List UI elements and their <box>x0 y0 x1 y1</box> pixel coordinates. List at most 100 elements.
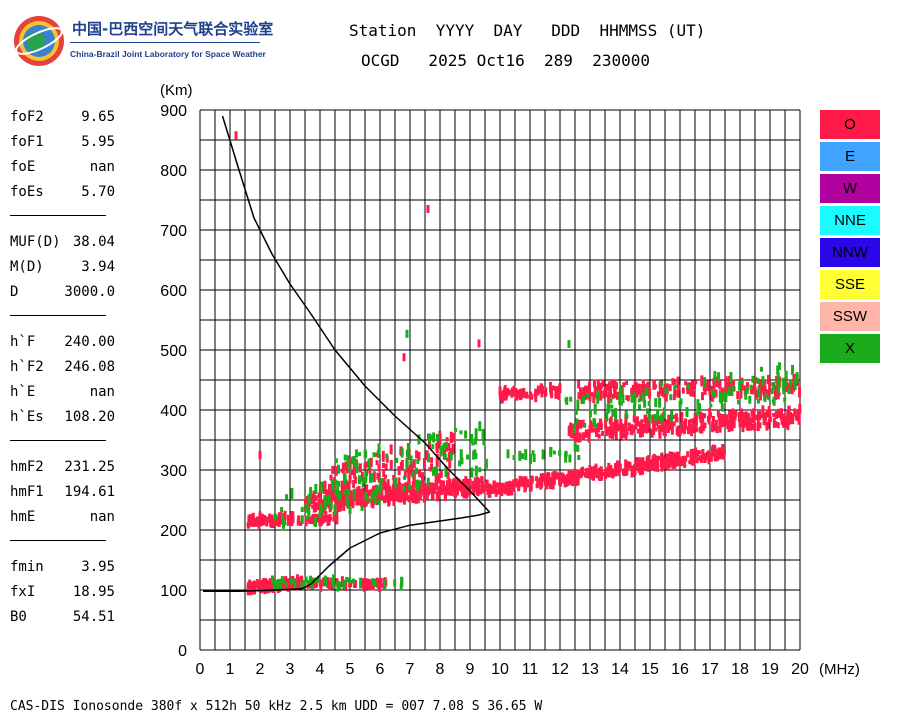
echo-point <box>512 385 516 397</box>
echo-point <box>338 581 342 590</box>
echo-point <box>432 432 436 443</box>
echo-point <box>647 454 651 466</box>
echo-point <box>756 398 760 404</box>
echo-point <box>308 516 312 524</box>
echo-point <box>263 581 267 586</box>
echo-point <box>330 479 334 491</box>
echo-point <box>654 384 658 389</box>
echo-point <box>274 514 278 521</box>
echo-point <box>262 515 266 522</box>
echo-point <box>428 467 432 472</box>
echo-point <box>350 491 354 500</box>
echo-point <box>659 386 663 394</box>
echo-point <box>287 578 291 585</box>
echo-point <box>788 413 792 424</box>
echo-point <box>438 434 442 445</box>
echo-point <box>439 483 443 490</box>
echo-point <box>777 408 781 418</box>
echo-point <box>459 449 463 461</box>
echo-point <box>779 410 783 421</box>
echo-point <box>316 514 320 523</box>
echo-point <box>332 512 336 520</box>
echo-point <box>377 443 381 455</box>
legend-item-sse: SSE <box>820 270 880 299</box>
echo-point <box>603 469 607 480</box>
echo-point <box>738 422 742 428</box>
echo-point <box>634 462 638 470</box>
echo-point <box>579 422 583 427</box>
echo-point <box>703 377 707 389</box>
echo-point <box>304 576 308 583</box>
parameter-row: M(D) 3.94 <box>10 259 120 284</box>
echo-point <box>382 469 386 478</box>
echo-point <box>640 384 644 396</box>
echo-point <box>525 391 529 399</box>
echo-point <box>370 579 374 589</box>
echo-point <box>749 423 753 430</box>
echo-point <box>670 427 674 435</box>
echo-point <box>760 414 764 419</box>
echo-point <box>577 419 581 425</box>
echo-point <box>460 483 464 493</box>
echo-point <box>477 339 481 348</box>
echo-point <box>664 392 668 401</box>
echo-point <box>364 501 368 507</box>
echo-point <box>333 507 337 512</box>
parameter-name: foEs <box>10 184 44 200</box>
echo-point <box>577 434 581 443</box>
echo-point <box>262 583 266 589</box>
echo-point <box>655 417 659 427</box>
echo-point <box>442 480 446 491</box>
echo-point <box>359 577 363 589</box>
echo-point <box>392 496 396 506</box>
echo-point <box>447 486 451 496</box>
echo-point <box>314 495 318 501</box>
parameter-name: hmF2 <box>10 459 44 475</box>
echo-point <box>573 442 577 452</box>
echo-point <box>358 491 362 497</box>
echo-point <box>564 453 568 463</box>
echo-point <box>300 506 304 512</box>
x-tick-label: 11 <box>522 661 539 678</box>
echo-point <box>378 484 382 495</box>
echo-point <box>557 472 561 480</box>
echo-point <box>450 448 454 456</box>
echo-point <box>399 461 403 470</box>
echo-point <box>611 394 615 400</box>
lab-logo: 中国-巴西空间天气联合实验室 China-Brazil Joint Labora… <box>12 12 273 72</box>
echo-point <box>764 393 768 398</box>
echo-point <box>655 460 659 469</box>
echo-point <box>625 380 629 385</box>
echo-point <box>660 381 664 387</box>
echo-point <box>643 461 647 466</box>
echo-point <box>596 379 600 391</box>
echo-point <box>668 384 672 392</box>
echo-point <box>358 463 362 473</box>
echo-point <box>336 580 340 592</box>
echo-point <box>578 434 582 440</box>
echo-point <box>622 382 626 388</box>
echo-point <box>791 415 795 425</box>
echo-point <box>753 423 757 432</box>
echo-point <box>773 388 777 400</box>
echo-point <box>411 487 415 495</box>
echo-point <box>782 418 786 428</box>
echo-point <box>452 478 456 485</box>
echo-point <box>636 460 640 469</box>
echo-point <box>645 387 649 396</box>
echo-point <box>412 495 416 504</box>
echo-point <box>680 421 684 430</box>
echo-point <box>343 474 347 485</box>
echo-point <box>586 392 590 398</box>
echo-point <box>284 575 288 586</box>
echo-point <box>768 381 772 393</box>
echo-point <box>711 418 715 423</box>
echo-point <box>588 392 592 402</box>
echo-point <box>647 417 651 428</box>
echo-point <box>423 483 427 490</box>
echo-point <box>728 419 732 428</box>
parameter-row: foEs 5.70 <box>10 184 120 209</box>
echo-point <box>343 454 347 461</box>
echo-point <box>549 447 553 453</box>
echo-point <box>554 471 558 480</box>
